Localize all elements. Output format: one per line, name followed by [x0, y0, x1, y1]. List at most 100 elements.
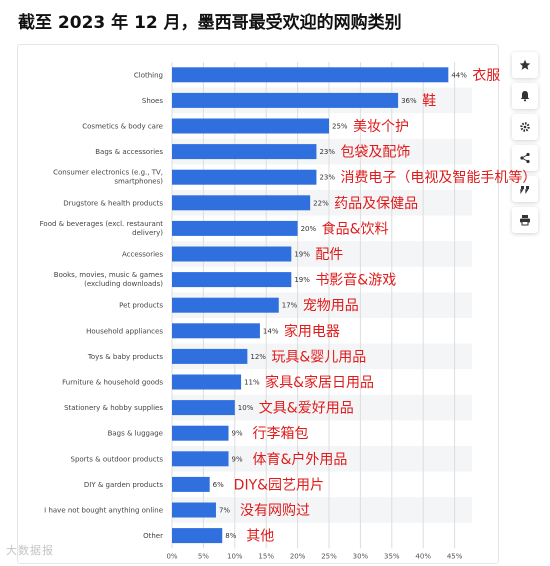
- category-label: Bags & luggage: [108, 430, 163, 438]
- x-tick-label: 5%: [198, 552, 209, 560]
- bar: [172, 528, 223, 544]
- category-label: Clothing: [134, 71, 163, 79]
- page-title: 截至 2023 年 12 月，墨西哥最受欢迎的网购类别: [18, 13, 402, 33]
- x-tick-label: 25%: [321, 552, 337, 560]
- category-label: Furniture & household goods: [62, 379, 163, 387]
- bar: [172, 118, 329, 134]
- star-icon: [519, 59, 531, 70]
- value-label: 44%: [451, 71, 467, 79]
- bar: [172, 92, 399, 108]
- bar: [172, 425, 229, 441]
- value-label: 23%: [319, 148, 335, 156]
- x-tick-label: 45%: [447, 552, 463, 560]
- category-label: Stationery & hobby supplies: [64, 404, 163, 412]
- bar: [172, 220, 298, 236]
- annotation-label: 食品&饮料: [322, 220, 389, 237]
- category-label: Drugstore & health products: [63, 199, 163, 207]
- value-label: 11%: [244, 379, 260, 387]
- annotation-label: 药品及保健品: [334, 196, 418, 212]
- category-label: Accessories: [122, 251, 163, 259]
- annotation-label: 玩具&婴儿用品: [271, 349, 366, 365]
- bar: [172, 451, 229, 467]
- category-label: I have not bought anything online: [44, 507, 163, 515]
- annotation-label: 家具&家居日用品: [265, 374, 374, 391]
- value-label: 9%: [232, 455, 243, 463]
- bar: [172, 297, 279, 313]
- settings-button[interactable]: [512, 114, 538, 140]
- value-label: 8%: [225, 532, 236, 540]
- row-band: [172, 497, 472, 523]
- value-label: 9%: [232, 430, 243, 438]
- x-tick-label: 0%: [166, 552, 177, 560]
- bar: [172, 374, 242, 390]
- x-tick-label: 10%: [227, 552, 243, 560]
- print-button[interactable]: [512, 207, 538, 233]
- x-tick-label: 20%: [290, 552, 306, 560]
- annotation-label: 消费电子（电视及智能手机等）: [340, 169, 536, 186]
- bell-icon: [520, 91, 530, 102]
- annotation-label: 配件: [315, 247, 343, 263]
- annotation-label: 书影音&游戏: [315, 272, 396, 289]
- notification-button[interactable]: [512, 83, 538, 109]
- bar: [172, 195, 311, 211]
- annotation-label: 其他: [246, 529, 274, 545]
- annotation-label: DIY&园艺用片: [234, 477, 324, 493]
- value-label: 23%: [319, 174, 335, 182]
- value-label: 10%: [238, 404, 254, 412]
- gear-icon: [520, 122, 530, 132]
- bar: [172, 144, 317, 160]
- category-label: Books, movies, music & games (excluding d…: [54, 271, 164, 288]
- bar: [172, 502, 216, 518]
- x-tick-label: 15%: [258, 552, 274, 560]
- bar: [172, 400, 235, 416]
- category-label: Bags & accessories: [95, 148, 163, 156]
- category-label: Toys & baby products: [87, 353, 164, 361]
- annotation-label: 行李箱包: [253, 426, 309, 442]
- bar: [172, 169, 317, 185]
- value-label: 22%: [313, 199, 329, 207]
- bar: [172, 272, 292, 288]
- value-label: 25%: [332, 123, 348, 131]
- x-tick-label: 30%: [353, 552, 369, 560]
- value-label: 36%: [401, 97, 417, 105]
- category-label: Pet products: [119, 302, 163, 310]
- annotation-label: 衣服: [472, 68, 500, 84]
- value-label: 17%: [282, 302, 298, 310]
- favorite-button[interactable]: [512, 52, 538, 78]
- category-label: DIY & garden products: [84, 481, 163, 489]
- x-tick-label: 40%: [415, 552, 431, 560]
- bar: [172, 323, 260, 339]
- quote-icon: [520, 186, 529, 194]
- category-label: Cosmetics & body care: [82, 123, 163, 131]
- value-label: 12%: [250, 353, 266, 361]
- value-label: 6%: [213, 481, 224, 489]
- bar: [172, 246, 292, 262]
- watermark: 大数据报: [6, 544, 54, 557]
- category-label: Consumer electronics (e.g., TV, smartphon…: [53, 169, 163, 186]
- share-button[interactable]: [512, 145, 538, 171]
- bar: [172, 67, 449, 83]
- annotation-label: 鞋: [422, 93, 436, 109]
- value-label: 19%: [294, 251, 310, 259]
- annotation-label: 文具&爱好用品: [259, 401, 354, 417]
- bar: [172, 348, 248, 364]
- bar: [172, 476, 210, 492]
- annotation-label: 宠物用品: [303, 298, 359, 314]
- annotation-label: 体育&户外用品: [253, 451, 348, 468]
- category-label: Household appliances: [86, 327, 163, 335]
- annotation-label: 美妆个护: [353, 119, 409, 135]
- category-label: Food & beverages (excl. restaurant delive…: [40, 220, 164, 237]
- cite-button[interactable]: [512, 176, 538, 202]
- value-label: 7%: [219, 507, 230, 515]
- x-tick-label: 35%: [384, 552, 400, 560]
- share-icon: [520, 152, 530, 164]
- value-label: 14%: [263, 327, 279, 335]
- value-label: 20%: [301, 225, 317, 233]
- value-label: 19%: [294, 276, 310, 284]
- print-icon: [520, 215, 530, 226]
- annotation-label: 没有网购过: [240, 503, 310, 519]
- annotation-label: 包袋及配饰: [340, 145, 410, 161]
- category-label: Shoes: [142, 97, 163, 105]
- category-label: Sports & outdoor products: [71, 455, 164, 463]
